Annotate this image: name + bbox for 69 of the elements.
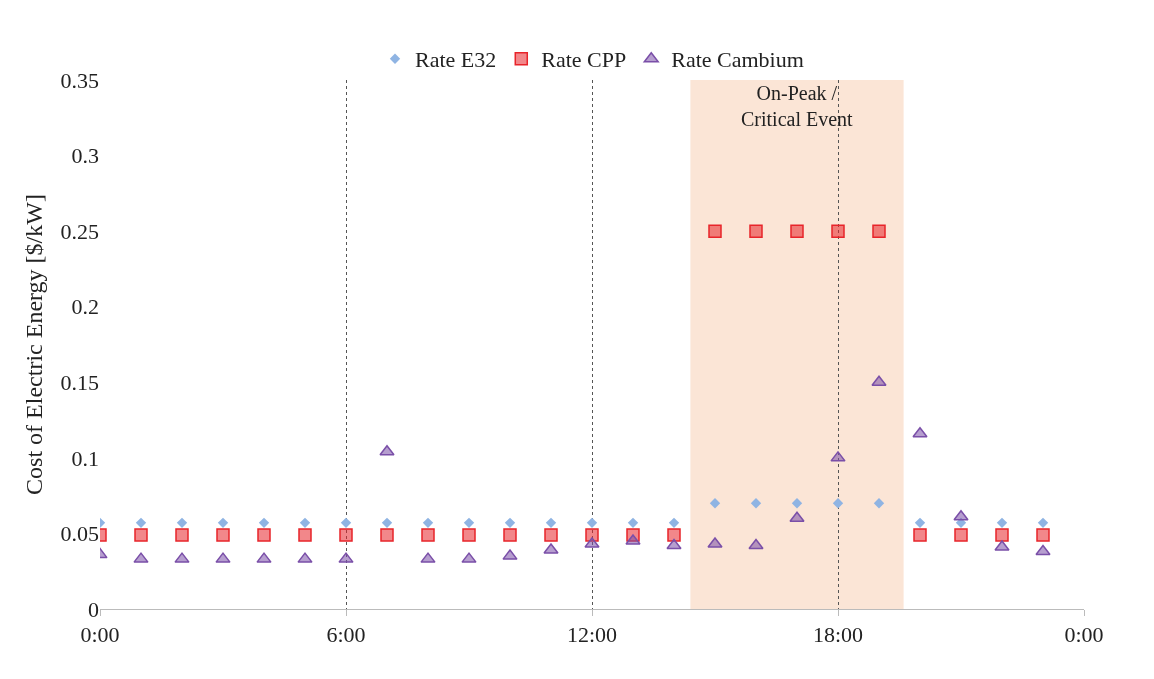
point xyxy=(463,517,475,529)
point xyxy=(339,528,353,542)
legend-label: Rate CPP xyxy=(541,47,627,73)
y-tick-label: 0.35 xyxy=(60,67,99,93)
point xyxy=(381,517,393,529)
point xyxy=(586,517,598,529)
point xyxy=(422,517,434,529)
point xyxy=(504,517,516,529)
point xyxy=(831,224,845,238)
point xyxy=(257,528,271,542)
point xyxy=(544,528,558,542)
point xyxy=(912,426,928,438)
point xyxy=(955,517,967,529)
point xyxy=(176,517,188,529)
point xyxy=(1035,544,1051,556)
point xyxy=(750,498,762,509)
point xyxy=(871,375,887,387)
y-tick-label: 0 xyxy=(88,596,99,622)
point xyxy=(1037,517,1049,529)
point xyxy=(258,517,270,529)
point xyxy=(748,538,764,550)
point xyxy=(298,528,312,542)
point xyxy=(175,528,189,542)
point xyxy=(832,498,844,509)
x-tick-label: 18:00 xyxy=(812,622,864,648)
y-tick-label: 0.05 xyxy=(60,521,99,547)
band-label: On-Peak / Critical Event xyxy=(741,82,854,130)
point xyxy=(299,517,311,529)
point xyxy=(216,528,230,542)
point xyxy=(134,528,148,542)
point xyxy=(749,224,763,238)
point xyxy=(995,528,1009,542)
point xyxy=(503,528,517,542)
point xyxy=(668,517,680,529)
point xyxy=(585,528,599,542)
point xyxy=(872,224,886,238)
x-tick-label: 12:00 xyxy=(566,622,618,648)
point xyxy=(1036,528,1050,542)
legend-label: Rate E32 xyxy=(415,47,497,73)
point xyxy=(996,517,1008,529)
point xyxy=(217,517,229,529)
point xyxy=(545,517,557,529)
point xyxy=(380,528,394,542)
point xyxy=(791,498,803,509)
x-tick-label: 0:00 xyxy=(80,622,120,648)
y-tick-label: 0.15 xyxy=(60,369,99,395)
point xyxy=(789,511,805,523)
point xyxy=(913,528,927,542)
point xyxy=(708,224,722,238)
x-tick-label: 6:00 xyxy=(326,622,366,648)
point xyxy=(421,528,435,542)
point xyxy=(667,528,681,542)
point xyxy=(914,517,926,529)
y-tick-label: 0.25 xyxy=(60,218,99,244)
point xyxy=(873,498,885,509)
point xyxy=(666,538,682,550)
y-tick-label: 0.2 xyxy=(71,294,99,320)
point xyxy=(709,498,721,509)
point xyxy=(790,224,804,238)
legend-label: Rate Cambium xyxy=(671,47,804,73)
y-tick-label: 0.1 xyxy=(71,445,99,471)
point xyxy=(954,528,968,542)
x-tick-label: 0:00 xyxy=(1064,622,1104,648)
point xyxy=(627,517,639,529)
point xyxy=(340,517,352,529)
point xyxy=(135,517,147,529)
point xyxy=(462,528,476,542)
y-axis-title: Cost of Electric Energy [$/kW] xyxy=(21,194,47,495)
y-tick-label: 0.3 xyxy=(71,143,99,169)
